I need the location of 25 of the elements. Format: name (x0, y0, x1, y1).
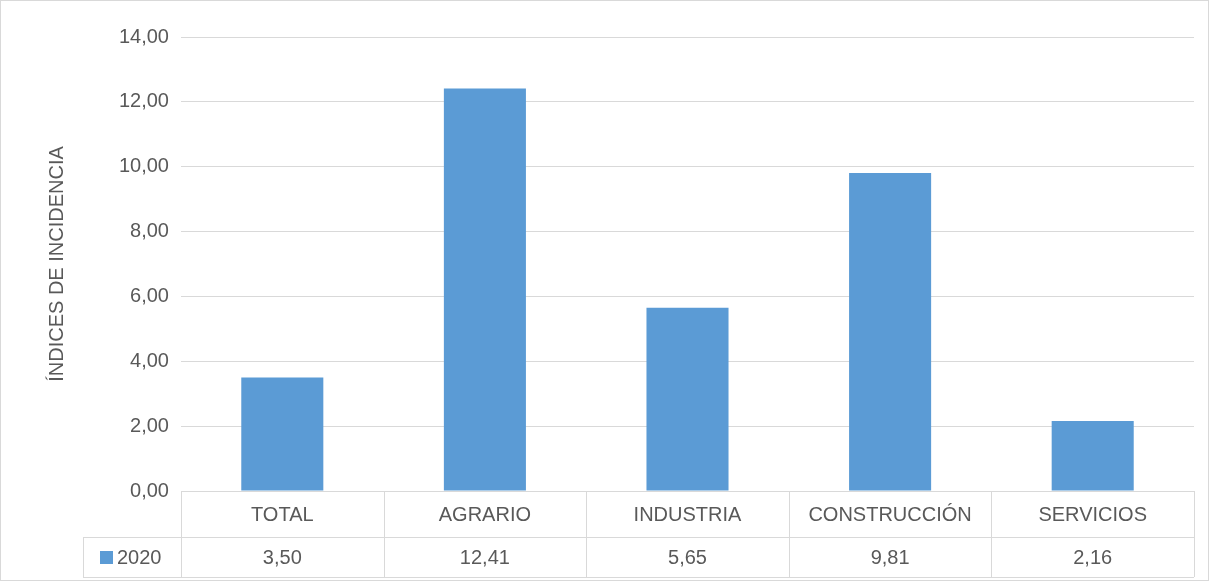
y-tick-label: 4,00 (130, 348, 169, 371)
x-tick-label: TOTAL (251, 502, 314, 525)
y-tick-label: 6,00 (130, 283, 169, 306)
data-label: 9,81 (870, 545, 910, 568)
data-label: 12,41 (459, 545, 510, 568)
data-label: 5,65 (668, 545, 707, 568)
data-label: 3,50 (262, 545, 302, 568)
x-tick-label: AGRARIO (438, 502, 532, 525)
legend-label: 2020 (117, 545, 162, 568)
bar (241, 377, 324, 491)
y-tick-label: 14,00 (118, 24, 169, 47)
bar (443, 88, 526, 491)
y-tick-label: 10,00 (118, 154, 169, 177)
bar (646, 307, 729, 491)
bar (1051, 420, 1134, 491)
x-tick-label: SERVICIOS (1038, 502, 1147, 525)
data-label: 2,16 (1073, 545, 1113, 568)
y-tick-label: 0,00 (130, 478, 169, 501)
x-tick-label: CONSTRUCCIÓN (808, 502, 972, 525)
y-tick-label: 2,00 (130, 413, 169, 436)
y-axis-title: ÍNDICES DE INCIDENCIA (44, 145, 67, 382)
x-tick-label: INDUSTRIA (633, 502, 743, 525)
y-tick-label: 8,00 (130, 219, 169, 242)
y-tick-label: 12,00 (118, 89, 169, 112)
bar (849, 172, 932, 491)
